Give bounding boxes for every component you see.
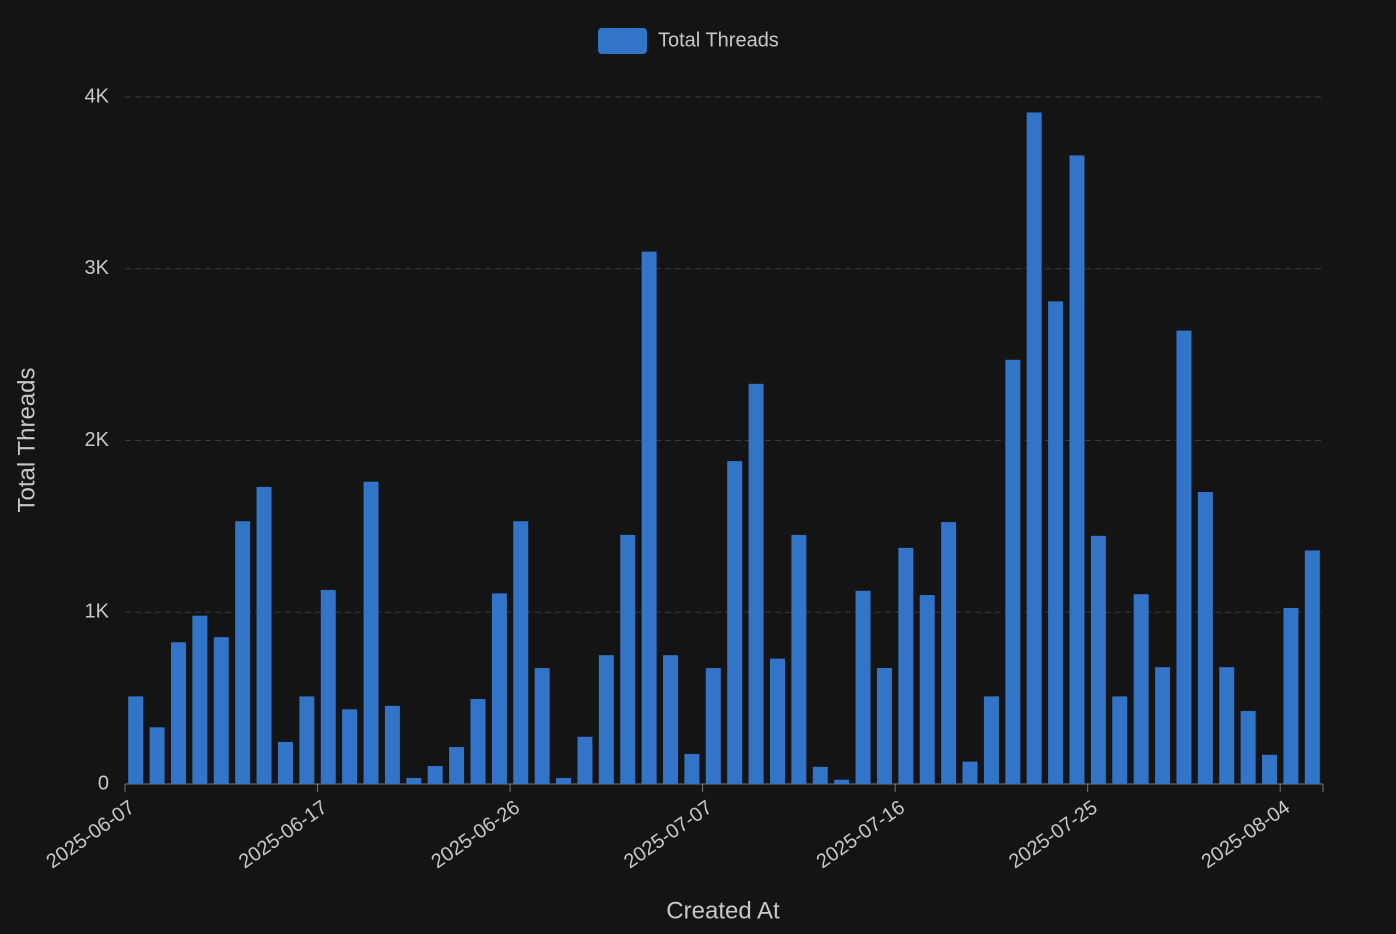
bar	[491, 593, 507, 784]
bar	[1090, 535, 1106, 784]
bar	[727, 461, 743, 784]
legend-label: Total Threads	[658, 29, 779, 51]
bar	[320, 589, 336, 784]
bar	[748, 383, 764, 784]
bar	[1026, 112, 1042, 784]
x-axis-title: Created At	[666, 897, 780, 924]
bar	[449, 747, 465, 784]
bar	[235, 521, 251, 784]
bar	[791, 534, 807, 784]
bar	[1197, 492, 1213, 784]
bar	[1304, 550, 1320, 784]
bar	[855, 590, 871, 784]
bar	[1283, 607, 1299, 784]
bar	[812, 766, 828, 784]
bar	[620, 534, 636, 784]
bar	[663, 655, 679, 784]
bar	[876, 668, 892, 784]
bar	[513, 521, 529, 784]
bar	[919, 595, 935, 784]
bar	[962, 761, 978, 784]
y-tick-label: 1K	[85, 601, 110, 623]
bar	[941, 522, 957, 784]
bar	[1069, 155, 1085, 784]
bar	[556, 777, 572, 784]
bar	[299, 696, 315, 784]
bar	[256, 486, 272, 784]
bar	[983, 696, 999, 784]
bar	[1112, 696, 1128, 784]
bar	[470, 698, 486, 784]
bar	[641, 251, 657, 784]
bar	[534, 668, 550, 784]
bar	[1155, 667, 1171, 784]
bar	[427, 765, 443, 784]
bar	[192, 615, 208, 784]
legend-swatch	[598, 28, 647, 54]
bar	[705, 668, 721, 784]
bar	[277, 741, 293, 784]
bar	[1005, 359, 1021, 784]
bar	[342, 709, 358, 784]
bar	[1133, 594, 1149, 784]
y-tick-label: 4K	[85, 85, 110, 107]
bar	[363, 481, 379, 784]
bar	[684, 753, 700, 784]
y-tick-label: 2K	[85, 429, 110, 451]
bar	[577, 736, 593, 784]
bar	[1240, 711, 1256, 784]
bar	[1219, 667, 1235, 784]
bar	[406, 777, 422, 784]
bar	[834, 779, 850, 784]
bar	[898, 547, 914, 784]
y-axis-title: Total Threads	[13, 368, 40, 513]
y-tick-label: 3K	[85, 257, 110, 279]
bar	[1262, 754, 1278, 784]
bar	[170, 642, 186, 784]
y-tick-label: 0	[98, 772, 109, 794]
bar	[1048, 301, 1064, 784]
bar	[384, 705, 400, 784]
bar	[598, 655, 614, 784]
bar	[128, 696, 144, 784]
bar	[149, 727, 165, 784]
bar	[769, 658, 785, 784]
bar	[213, 637, 229, 784]
bar	[1176, 330, 1192, 784]
